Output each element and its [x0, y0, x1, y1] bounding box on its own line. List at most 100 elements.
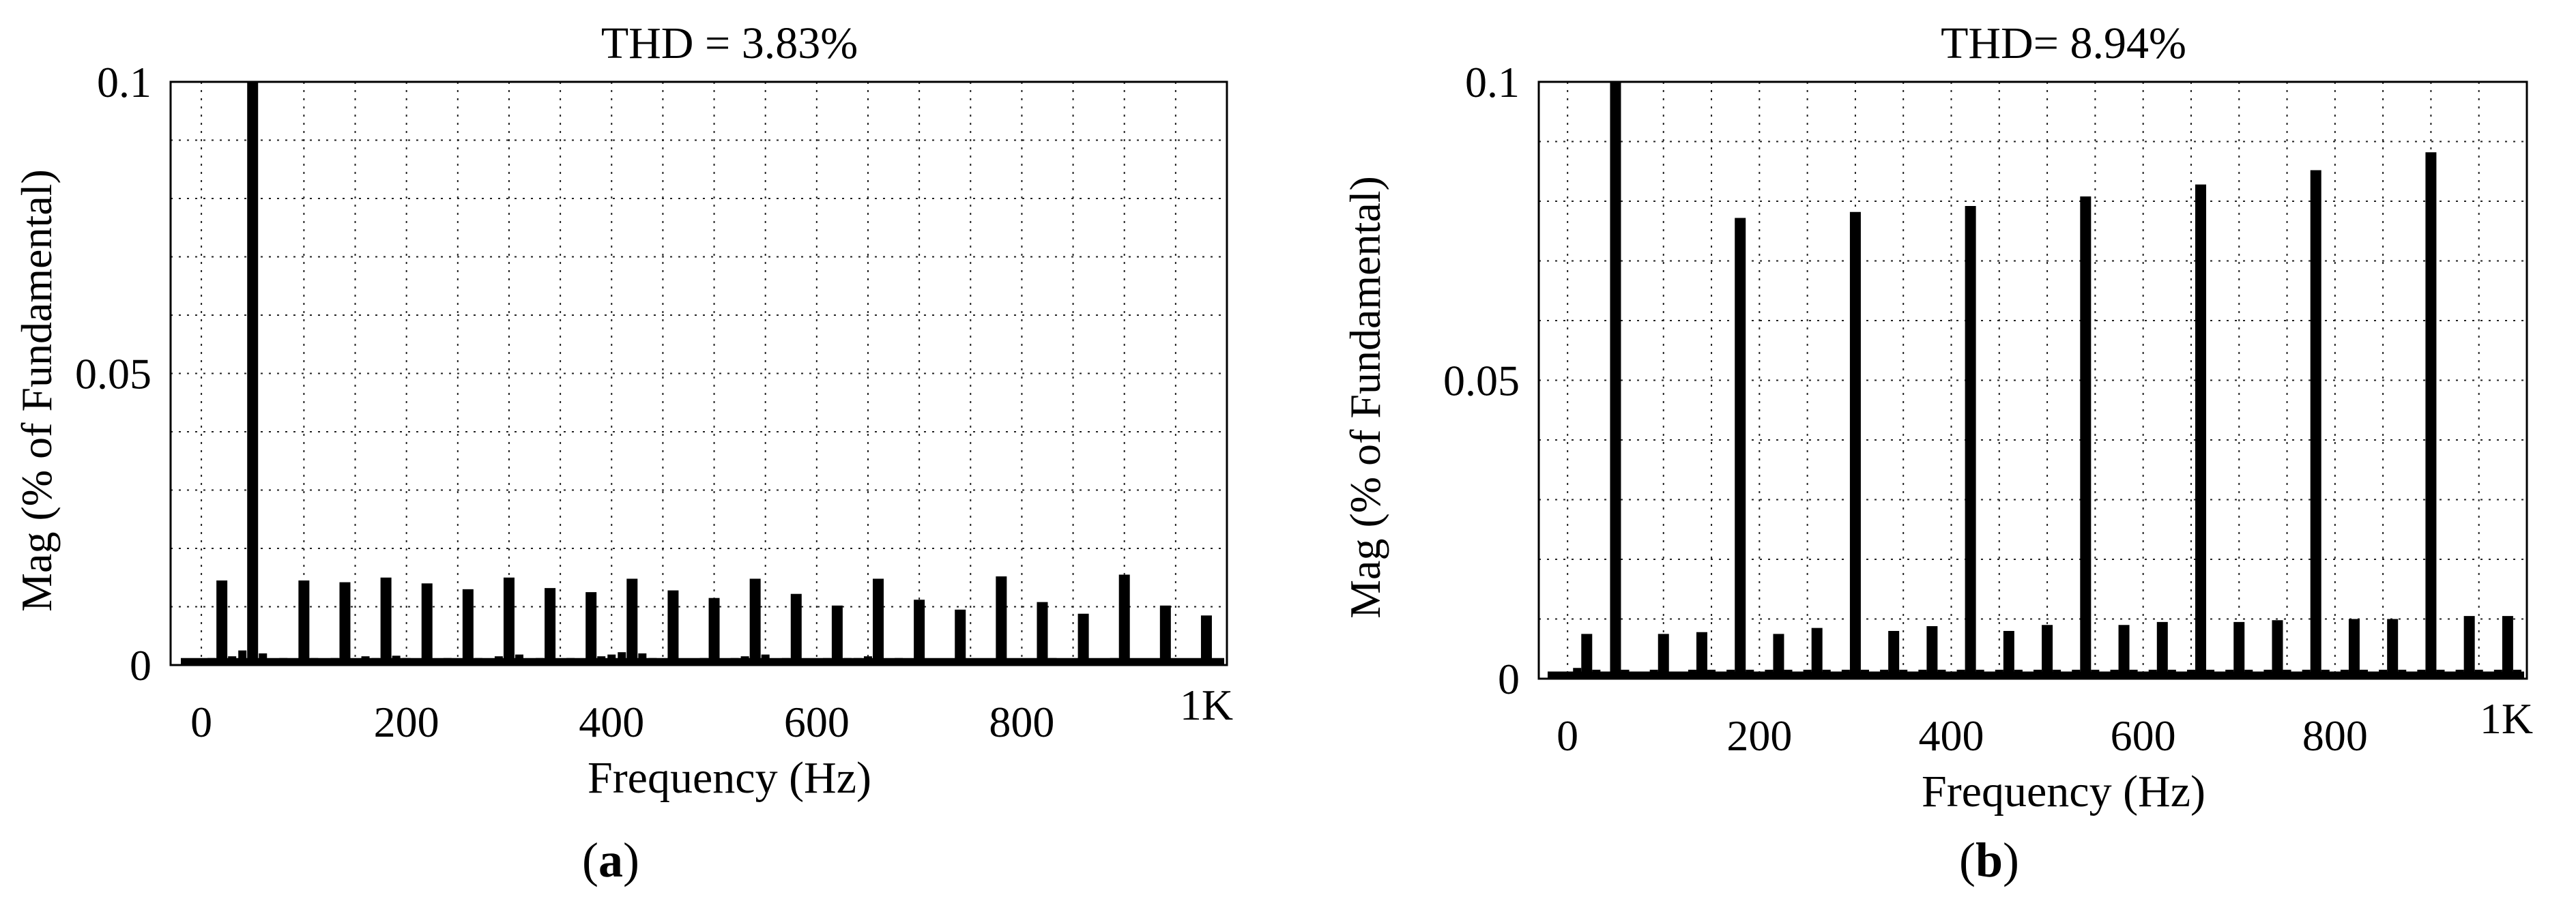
bar: [259, 653, 267, 665]
bar: [1099, 661, 1108, 665]
bar: [2129, 669, 2138, 679]
bar: [648, 658, 657, 665]
bar: [1985, 671, 1994, 679]
caption-paren-close: ): [623, 833, 639, 887]
bar: [1089, 660, 1098, 665]
bar: [269, 659, 278, 665]
bar: [433, 659, 442, 665]
x-tick-label: 200: [1726, 711, 1792, 760]
bar: [1822, 669, 1831, 679]
bar: [1888, 631, 1900, 679]
bar: [536, 658, 545, 665]
bar: [1630, 671, 1639, 679]
bar: [2330, 671, 2339, 679]
bar: [2484, 671, 2493, 679]
bar: [2340, 669, 2349, 679]
bar: [2186, 669, 2195, 679]
bar: [2398, 669, 2407, 679]
bar: [1069, 661, 1077, 665]
bar: [474, 658, 482, 665]
chart-title: THD= 8.94%: [1941, 18, 2186, 68]
bar: [1028, 660, 1037, 665]
bar: [2118, 625, 2130, 679]
bar: [1191, 660, 1200, 665]
bar: [1696, 632, 1707, 679]
x-tick-label: 800: [2302, 711, 2368, 760]
bar: [812, 661, 821, 665]
bar: [1832, 671, 1840, 679]
bar: [484, 660, 493, 665]
bar: [371, 658, 380, 665]
bar: [1048, 658, 1057, 665]
bar: [2369, 671, 2378, 679]
bar: [1784, 669, 1793, 679]
bar: [1181, 661, 1190, 665]
bar: [996, 576, 1007, 665]
bar: [2110, 669, 2119, 679]
bar: [2455, 669, 2464, 679]
caption-paren-open: (: [582, 833, 598, 887]
bar: [2272, 620, 2283, 679]
caption-paren-open: (: [1959, 833, 1976, 887]
bar: [699, 658, 708, 665]
bar: [1976, 669, 1984, 679]
bar: [689, 660, 698, 665]
x-tick-label: 600: [784, 698, 850, 746]
bar: [905, 660, 914, 665]
bar: [412, 660, 421, 665]
bar: [1602, 671, 1610, 679]
bar: [1563, 675, 1572, 679]
bar: [2042, 625, 2053, 679]
bar: [2195, 184, 2207, 679]
bar: [1909, 671, 1917, 679]
bar: [2513, 669, 2521, 679]
bar: [1746, 669, 1754, 679]
bar: [740, 656, 749, 665]
bar: [330, 658, 339, 665]
x-tick-label: 1K: [1180, 681, 1233, 729]
bar: [2283, 669, 2291, 679]
bar: [392, 655, 401, 665]
bar: [289, 660, 298, 665]
bar: [2023, 671, 2032, 679]
bar: [2206, 669, 2215, 679]
bar: [1773, 634, 1784, 679]
bar: [771, 660, 780, 665]
bar: [2053, 669, 2061, 679]
bar: [1658, 634, 1669, 679]
bar: [946, 660, 955, 665]
bar: [320, 660, 329, 665]
caption-letter: b: [1976, 833, 2003, 887]
bar: [1649, 669, 1658, 679]
bar: [2474, 669, 2483, 679]
bar: [402, 658, 411, 665]
x-tick-label: 400: [1919, 711, 1984, 760]
bar: [1640, 671, 1649, 679]
x-axis-label: Frequency (Hz): [1922, 767, 2205, 816]
bar: [2407, 671, 2416, 679]
bar: [2100, 671, 2109, 679]
x-tick-label: 400: [579, 698, 644, 746]
grid-lines: [1539, 82, 2527, 679]
chart-panel-a: 0 0.05 0.1 0 200 400 600 800 1K THD = 3.83% Freque…: [12, 18, 1233, 887]
bar: [197, 662, 206, 665]
bar: [790, 593, 802, 665]
bar: [597, 656, 606, 665]
bar: [2502, 616, 2513, 679]
bar: [1947, 671, 1956, 679]
bar: [1793, 671, 1802, 679]
y-tick-label: 0.1: [97, 58, 151, 106]
bar: [2034, 669, 2042, 679]
bar: [1926, 626, 1938, 679]
bar: [1118, 574, 1130, 665]
bar: [955, 609, 966, 665]
bar: [1726, 669, 1735, 679]
bar: [607, 654, 616, 665]
bar: [1899, 669, 1908, 679]
bar: [884, 660, 893, 665]
caption-letter: a: [598, 833, 623, 887]
bar: [1870, 671, 1879, 679]
bar: [2244, 669, 2253, 679]
bar: [2425, 152, 2437, 679]
